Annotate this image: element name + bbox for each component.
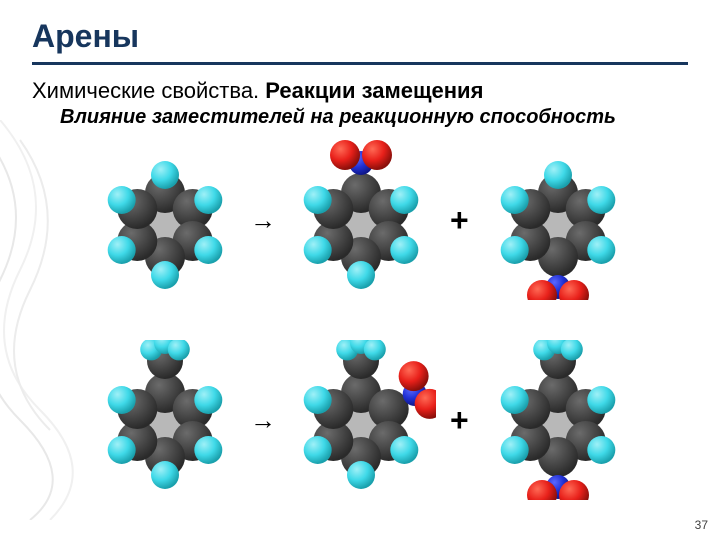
molecule-nitrobenzene-para [483,140,633,300]
title-rule [32,62,688,65]
molecule-nitrotoluene-para [483,340,633,500]
reaction-row-1: → + [90,140,650,300]
page-number: 37 [695,518,708,532]
slide-subsubtitle: Влияние заместителей на реакционную спос… [60,106,616,129]
subtitle-text: Химические свойства. [32,78,265,103]
slide-subtitle: Химические свойства. Реакции замещения [32,78,483,104]
plus-sign: + [450,202,469,239]
molecule-nitrotoluene-ortho [286,340,436,500]
reaction-row-2: → + [90,340,650,500]
slide-title: Арены [32,18,139,55]
molecule-toluene [90,340,240,500]
reaction-arrow: → [250,205,276,236]
reaction-arrow: → [250,405,276,436]
subtitle-bold: Реакции замещения [265,78,483,103]
molecule-nitrobenzene-ortho [286,140,436,300]
plus-sign: + [450,402,469,439]
molecule-benzene [90,140,240,300]
reaction-content: → + → + [90,140,650,540]
